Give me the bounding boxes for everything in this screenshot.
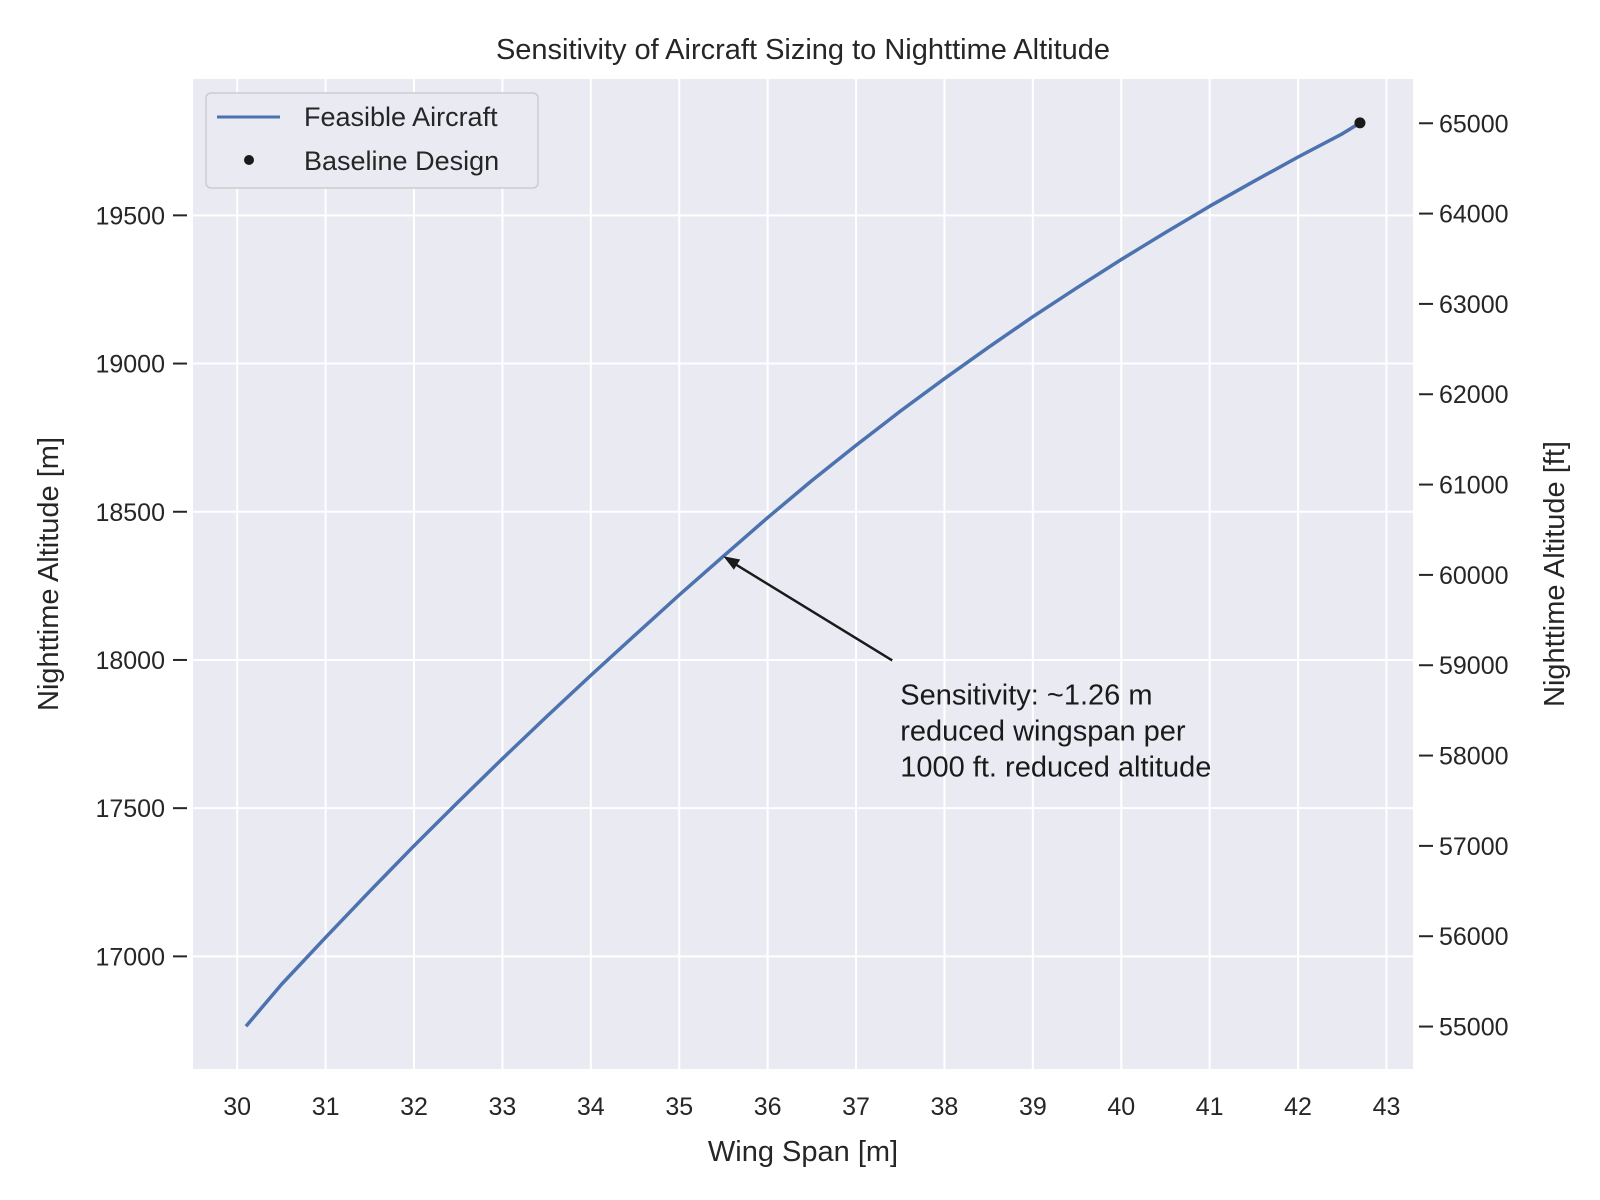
- annotation: Sensitivity: ~1.26 m reduced wingspan per…: [723, 556, 1211, 783]
- y-right-tick-label: 57000: [1439, 833, 1509, 861]
- x-tick-label: 40: [1107, 1093, 1135, 1121]
- y-right-tick-label: 61000: [1439, 472, 1509, 500]
- y-right-tick-label: 64000: [1439, 201, 1509, 229]
- x-axis-ticks: 30 31 32 33 34 35 36 37 38 39 40 41 42 43: [223, 1093, 1400, 1121]
- grid: [193, 79, 1413, 1069]
- annotation-text-line: reduced wingspan per: [900, 715, 1186, 747]
- legend-marker-swatch: [244, 155, 254, 165]
- y-right-tick-label: 60000: [1439, 562, 1509, 590]
- x-tick-label: 31: [312, 1093, 340, 1121]
- y-right-tick-label: 58000: [1439, 743, 1509, 771]
- y-tick-label: 17500: [95, 795, 165, 823]
- x-tick-label: 37: [842, 1093, 870, 1121]
- x-tick-label: 38: [931, 1093, 959, 1121]
- y-axis-ticks: 17000 17500 18000 18500 19000 19500: [95, 202, 187, 971]
- y-right-tick-label: 63000: [1439, 291, 1509, 319]
- x-tick-label: 36: [754, 1093, 782, 1121]
- y-right-tick-label: 59000: [1439, 652, 1509, 680]
- baseline-design-point: [1354, 117, 1366, 129]
- y-axis-right-ticks: 55000 56000 57000 58000 59000 60000 61000 62000…: [1419, 110, 1509, 1042]
- legend-label-baseline: Baseline Design: [304, 146, 499, 176]
- x-tick-label: 41: [1196, 1093, 1224, 1121]
- y-axis-right-label: Nighttime Altitude [ft]: [1539, 441, 1571, 707]
- y-axis-label: Nighttime Altitude [m]: [33, 437, 65, 711]
- y-right-tick-label: 56000: [1439, 923, 1509, 951]
- x-tick-label: 34: [577, 1093, 605, 1121]
- annotation-text-line: 1000 ft. reduced altitude: [900, 751, 1211, 783]
- legend: Feasible Aircraft Baseline Design: [205, 92, 539, 189]
- x-axis-label: Wing Span [m]: [708, 1136, 898, 1168]
- chart-title: Sensitivity of Aircraft Sizing to Nightt…: [496, 34, 1110, 66]
- legend-box: [205, 92, 539, 189]
- y-tick-label: 17000: [95, 943, 165, 971]
- y-right-tick-label: 65000: [1439, 110, 1509, 138]
- legend-label-feasible: Feasible Aircraft: [304, 102, 498, 132]
- y-tick-label: 18000: [95, 647, 165, 675]
- y-tick-label: 18500: [95, 499, 165, 527]
- y-right-tick-label: 55000: [1439, 1014, 1509, 1042]
- x-tick-label: 43: [1373, 1093, 1401, 1121]
- x-tick-label: 42: [1284, 1093, 1312, 1121]
- x-tick-label: 39: [1019, 1093, 1047, 1121]
- x-tick-label: 32: [400, 1093, 428, 1121]
- series-layer: [244, 117, 1366, 1028]
- annotation-arrow-shaft: [729, 560, 893, 662]
- annotation-text-line: Sensitivity: ~1.26 m: [900, 679, 1152, 711]
- y-tick-label: 19000: [95, 351, 165, 379]
- y-tick-label: 19500: [95, 202, 165, 230]
- y-right-tick-label: 62000: [1439, 381, 1509, 409]
- x-tick-label: 30: [223, 1093, 251, 1121]
- annotation-arrow-head: [723, 556, 741, 570]
- x-tick-label: 33: [489, 1093, 517, 1121]
- series-line-feasible-aircraft: [244, 121, 1361, 1028]
- plot-area: [193, 79, 1413, 1069]
- x-tick-label: 35: [665, 1093, 693, 1121]
